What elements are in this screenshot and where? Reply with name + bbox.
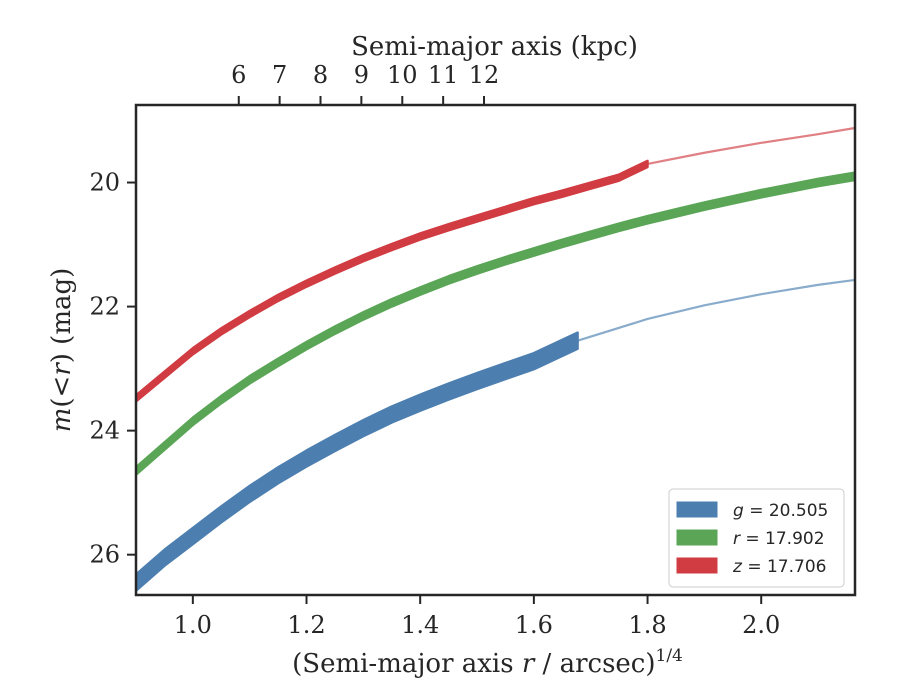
- x-tick-label: 1.2: [287, 611, 325, 639]
- legend: g = 20.505 r = 17.902 z = 17.706: [668, 488, 845, 588]
- x-label-var: r: [522, 649, 536, 679]
- bottom-axis-label: (Semi-major axis r / arcsec)1/4: [292, 646, 683, 679]
- series-z-model-line: [646, 126, 855, 166]
- x-label-sup: 1/4: [656, 646, 683, 666]
- legend-swatch-g: [676, 501, 718, 518]
- x-tick-label: 1.4: [401, 611, 439, 639]
- top-axis-label: Semi-major axis (kpc): [351, 32, 638, 62]
- plot-frame: [134, 103, 857, 597]
- y-tick-label: 24: [89, 417, 120, 445]
- y-tick-label: 22: [89, 293, 120, 321]
- y-label-open: (: [47, 397, 77, 407]
- x2-tick-label: 7: [272, 61, 287, 89]
- x-label-pre: (Semi-major axis: [292, 649, 522, 679]
- y-tick-label: 26: [89, 541, 120, 569]
- legend-swatch-r: [676, 529, 718, 546]
- x-tick-label: 1.6: [515, 611, 553, 639]
- series-r-band: [136, 171, 855, 476]
- x2-tick-label: 11: [428, 61, 459, 89]
- legend-label-z: z = 17.706: [732, 557, 826, 577]
- series-z-band: [136, 159, 649, 403]
- x2-tick-label: 12: [469, 61, 500, 89]
- legend-label-r: r = 17.902: [733, 529, 825, 549]
- x2-tick-label: 8: [313, 61, 328, 89]
- x-tick-label: 2.0: [742, 611, 780, 639]
- x-label-mid: / arcsec): [534, 649, 655, 679]
- x2-tick-label: 10: [387, 61, 418, 89]
- y-tick-label: 20: [89, 169, 120, 197]
- legend-label-g: g = 20.505: [733, 501, 828, 521]
- y-label-unit: (mag): [47, 268, 77, 353]
- x2-tick-label: 6: [231, 61, 246, 89]
- series-g-model-line: [576, 278, 855, 342]
- x2-tick-label: 9: [354, 61, 369, 89]
- series-g-band: [136, 331, 579, 592]
- axes-ticks: 1.0 1.2 1.4 1.6 1.8 2.0 20 22 24 26 6 7 8 9 10 11 12: [89, 61, 780, 639]
- y-label-var2: r: [47, 362, 77, 376]
- x-tick-label: 1.0: [174, 611, 212, 639]
- x-tick-label: 1.8: [628, 611, 666, 639]
- plot-area: [136, 126, 855, 592]
- y-label-close: ): [47, 353, 77, 363]
- left-axis-label: m(<r) (mag): [47, 268, 77, 433]
- y-label-lt: <: [47, 376, 77, 398]
- y-label-var: m: [47, 408, 77, 433]
- legend-swatch-z: [676, 557, 718, 574]
